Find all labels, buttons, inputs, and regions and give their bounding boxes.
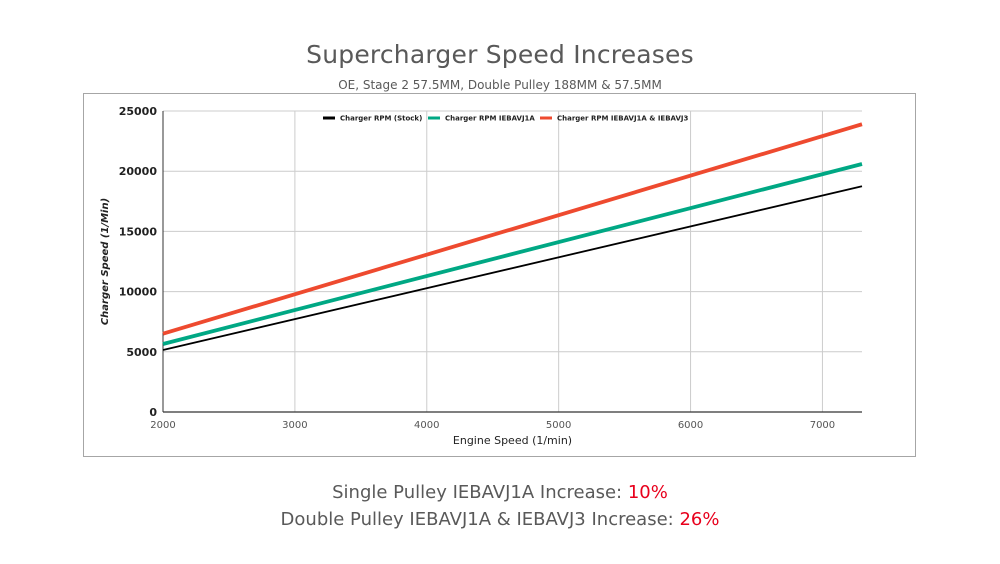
chart-subtitle: OE, Stage 2 57.5MM, Double Pulley 188MM … — [338, 78, 662, 92]
y-tick-label: 20000 — [119, 165, 158, 178]
double-pulley-value: 26% — [679, 509, 720, 530]
x-tick-label: 7000 — [810, 420, 835, 431]
y-tick-label: 5000 — [126, 346, 157, 359]
legend-label: Charger RPM (Stock) — [340, 115, 422, 123]
double-pulley-label: Double Pulley IEBAVJ1A & IEBAVJ3 Increas… — [280, 509, 680, 530]
y-tick-label: 10000 — [119, 286, 158, 299]
single-pulley-note: Single Pulley IEBAVJ1A Increase: 10% — [0, 482, 1000, 503]
double-pulley-note: Double Pulley IEBAVJ1A & IEBAVJ3 Increas… — [0, 509, 1000, 530]
legend-label: Charger RPM IEBAVJ1A & IEBAVJ3 — [557, 115, 689, 123]
x-axis-title: Engine Speed (1/min) — [453, 434, 572, 447]
chart-title: Supercharger Speed Increases — [306, 40, 694, 69]
legend-label: Charger RPM IEBAVJ1A — [445, 115, 535, 123]
chart-frame — [83, 93, 916, 457]
y-tick-label: 15000 — [119, 225, 158, 238]
y-tick-label: 25000 — [119, 105, 158, 118]
x-tick-label: 6000 — [678, 420, 703, 431]
y-tick-label: 0 — [149, 406, 157, 419]
x-tick-label: 5000 — [546, 420, 571, 431]
series-line — [162, 162, 863, 346]
series-line — [162, 185, 863, 351]
y-axis-title: Charger Speed (1/Min) — [100, 198, 111, 325]
single-pulley-label: Single Pulley IEBAVJ1A Increase: — [332, 482, 628, 503]
x-tick-label: 4000 — [414, 420, 439, 431]
single-pulley-value: 10% — [627, 482, 668, 503]
x-tick-label: 3000 — [282, 420, 307, 431]
series-line — [162, 122, 863, 336]
x-tick-label: 2000 — [150, 420, 175, 431]
